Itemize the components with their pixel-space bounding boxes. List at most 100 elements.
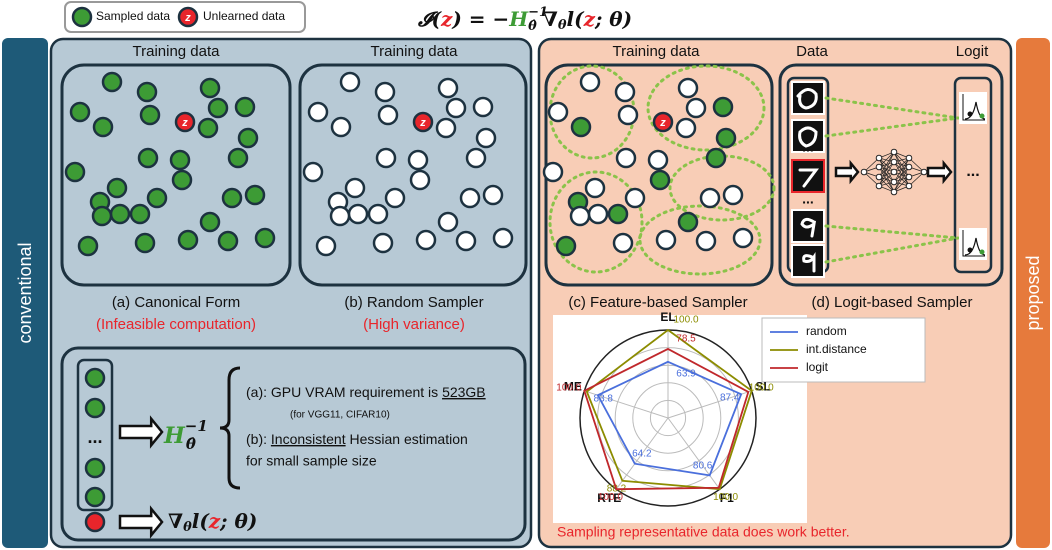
sample-point xyxy=(437,77,459,99)
value-label: 63.9 xyxy=(676,368,696,379)
formula-z: z xyxy=(583,7,596,31)
value-label: 87.4 xyxy=(720,393,740,404)
formula-h-sup: −1 xyxy=(528,5,548,20)
formula-h: H xyxy=(163,423,186,449)
net-node xyxy=(890,168,898,176)
sample-point xyxy=(647,149,669,171)
panel-header: Data xyxy=(796,43,828,60)
sample-point xyxy=(699,187,721,209)
arrow xyxy=(834,159,860,185)
sample-point xyxy=(465,147,487,169)
logit-plot xyxy=(959,228,987,260)
hessian-b-text: (b): xyxy=(246,431,271,447)
sample-point xyxy=(677,77,699,99)
unlearned-point xyxy=(174,111,196,133)
legend-label: logit xyxy=(806,360,829,374)
sample-point xyxy=(77,235,99,257)
formula-h: H xyxy=(508,7,529,31)
sample-point xyxy=(384,187,406,209)
sample-point xyxy=(129,203,151,225)
sample-point xyxy=(171,169,193,191)
value-label: 78.5 xyxy=(676,334,696,345)
net-edge xyxy=(893,157,910,183)
formula-l: l( xyxy=(567,7,586,31)
sample-point xyxy=(374,81,396,103)
hessian-a-value: 523GB xyxy=(442,384,486,400)
net-edge xyxy=(878,151,895,187)
unlearned-point xyxy=(652,111,674,133)
panel-caption: (d) Logit-based Sampler xyxy=(812,294,973,311)
data-box xyxy=(298,63,528,287)
hessian-b: (b): Inconsistent Hessian estimation xyxy=(246,431,468,447)
net-edge xyxy=(878,171,895,187)
sample-point xyxy=(199,77,221,99)
net-node xyxy=(890,178,898,186)
axis-label: F1 xyxy=(720,491,734,505)
sample-point xyxy=(136,81,158,103)
sample-point xyxy=(615,147,637,169)
formula-rest: ; θ) xyxy=(219,509,257,533)
sample-point xyxy=(677,211,699,233)
chart-note: Sampling representative data does work b… xyxy=(557,524,850,540)
net-edge xyxy=(893,166,910,193)
sample-point xyxy=(344,177,366,199)
sample-point xyxy=(617,104,639,126)
sample-point xyxy=(237,127,259,149)
arrow xyxy=(926,159,953,185)
value-label: 100.0 xyxy=(598,492,623,503)
sample-point xyxy=(254,227,276,249)
proposed-bar xyxy=(1016,38,1050,548)
ellipsis: ... xyxy=(87,427,102,447)
legend-unlearned-icon xyxy=(177,6,199,28)
formula: 𝓘(z) = −H−1 θ̂ ∇θl(z; θ) xyxy=(417,5,632,34)
sample-point xyxy=(612,232,634,254)
plot-axes xyxy=(962,230,985,257)
z-label: z xyxy=(419,117,426,129)
formula-h-sub: θ̂ xyxy=(186,435,196,453)
gradient-symbol: ∇θl(z; θ) xyxy=(168,509,257,535)
digit-stroke xyxy=(798,168,819,188)
sample-point xyxy=(445,97,467,119)
sample-point xyxy=(134,232,156,254)
series-line xyxy=(596,360,743,477)
z-label: z xyxy=(184,12,191,24)
sample-point xyxy=(475,127,497,149)
sample-point xyxy=(221,187,243,209)
sample-point xyxy=(569,205,591,227)
net-edge xyxy=(893,161,910,187)
formula-l: l( xyxy=(192,509,211,533)
sample-point xyxy=(234,96,256,118)
digit-image xyxy=(791,159,825,193)
net-edge xyxy=(893,151,910,187)
panel-header: Training data xyxy=(371,43,459,60)
legend-label: int.distance xyxy=(806,342,867,356)
sample-point xyxy=(227,147,249,169)
sample-point xyxy=(437,211,459,233)
value-label: 80.6 xyxy=(693,460,713,471)
sample-point xyxy=(139,104,161,126)
sample-point xyxy=(705,147,727,169)
spoke xyxy=(667,417,721,490)
net-node xyxy=(875,173,883,181)
unlearned-point xyxy=(84,511,106,533)
unlearned-point xyxy=(412,111,434,133)
formula-h-sub: θ̂ xyxy=(528,19,537,34)
sample-point xyxy=(614,81,636,103)
sample-point xyxy=(570,116,592,138)
hessian-b-text: Hessian estimation xyxy=(346,431,468,447)
sample-point xyxy=(675,117,697,139)
side-label: proposed xyxy=(1023,255,1043,330)
plot-axes xyxy=(962,94,985,121)
sample-point xyxy=(347,203,369,225)
panel-header: Logit xyxy=(956,43,989,60)
net-node xyxy=(875,163,883,171)
image-frame xyxy=(791,159,825,193)
sample-point xyxy=(367,203,389,225)
ellipsis: ... xyxy=(802,139,814,155)
formula-grad: ∇ xyxy=(168,509,183,533)
sample-point xyxy=(492,227,514,249)
logit-plot xyxy=(959,92,987,124)
sample-point xyxy=(84,367,106,389)
sample-point xyxy=(722,184,744,206)
